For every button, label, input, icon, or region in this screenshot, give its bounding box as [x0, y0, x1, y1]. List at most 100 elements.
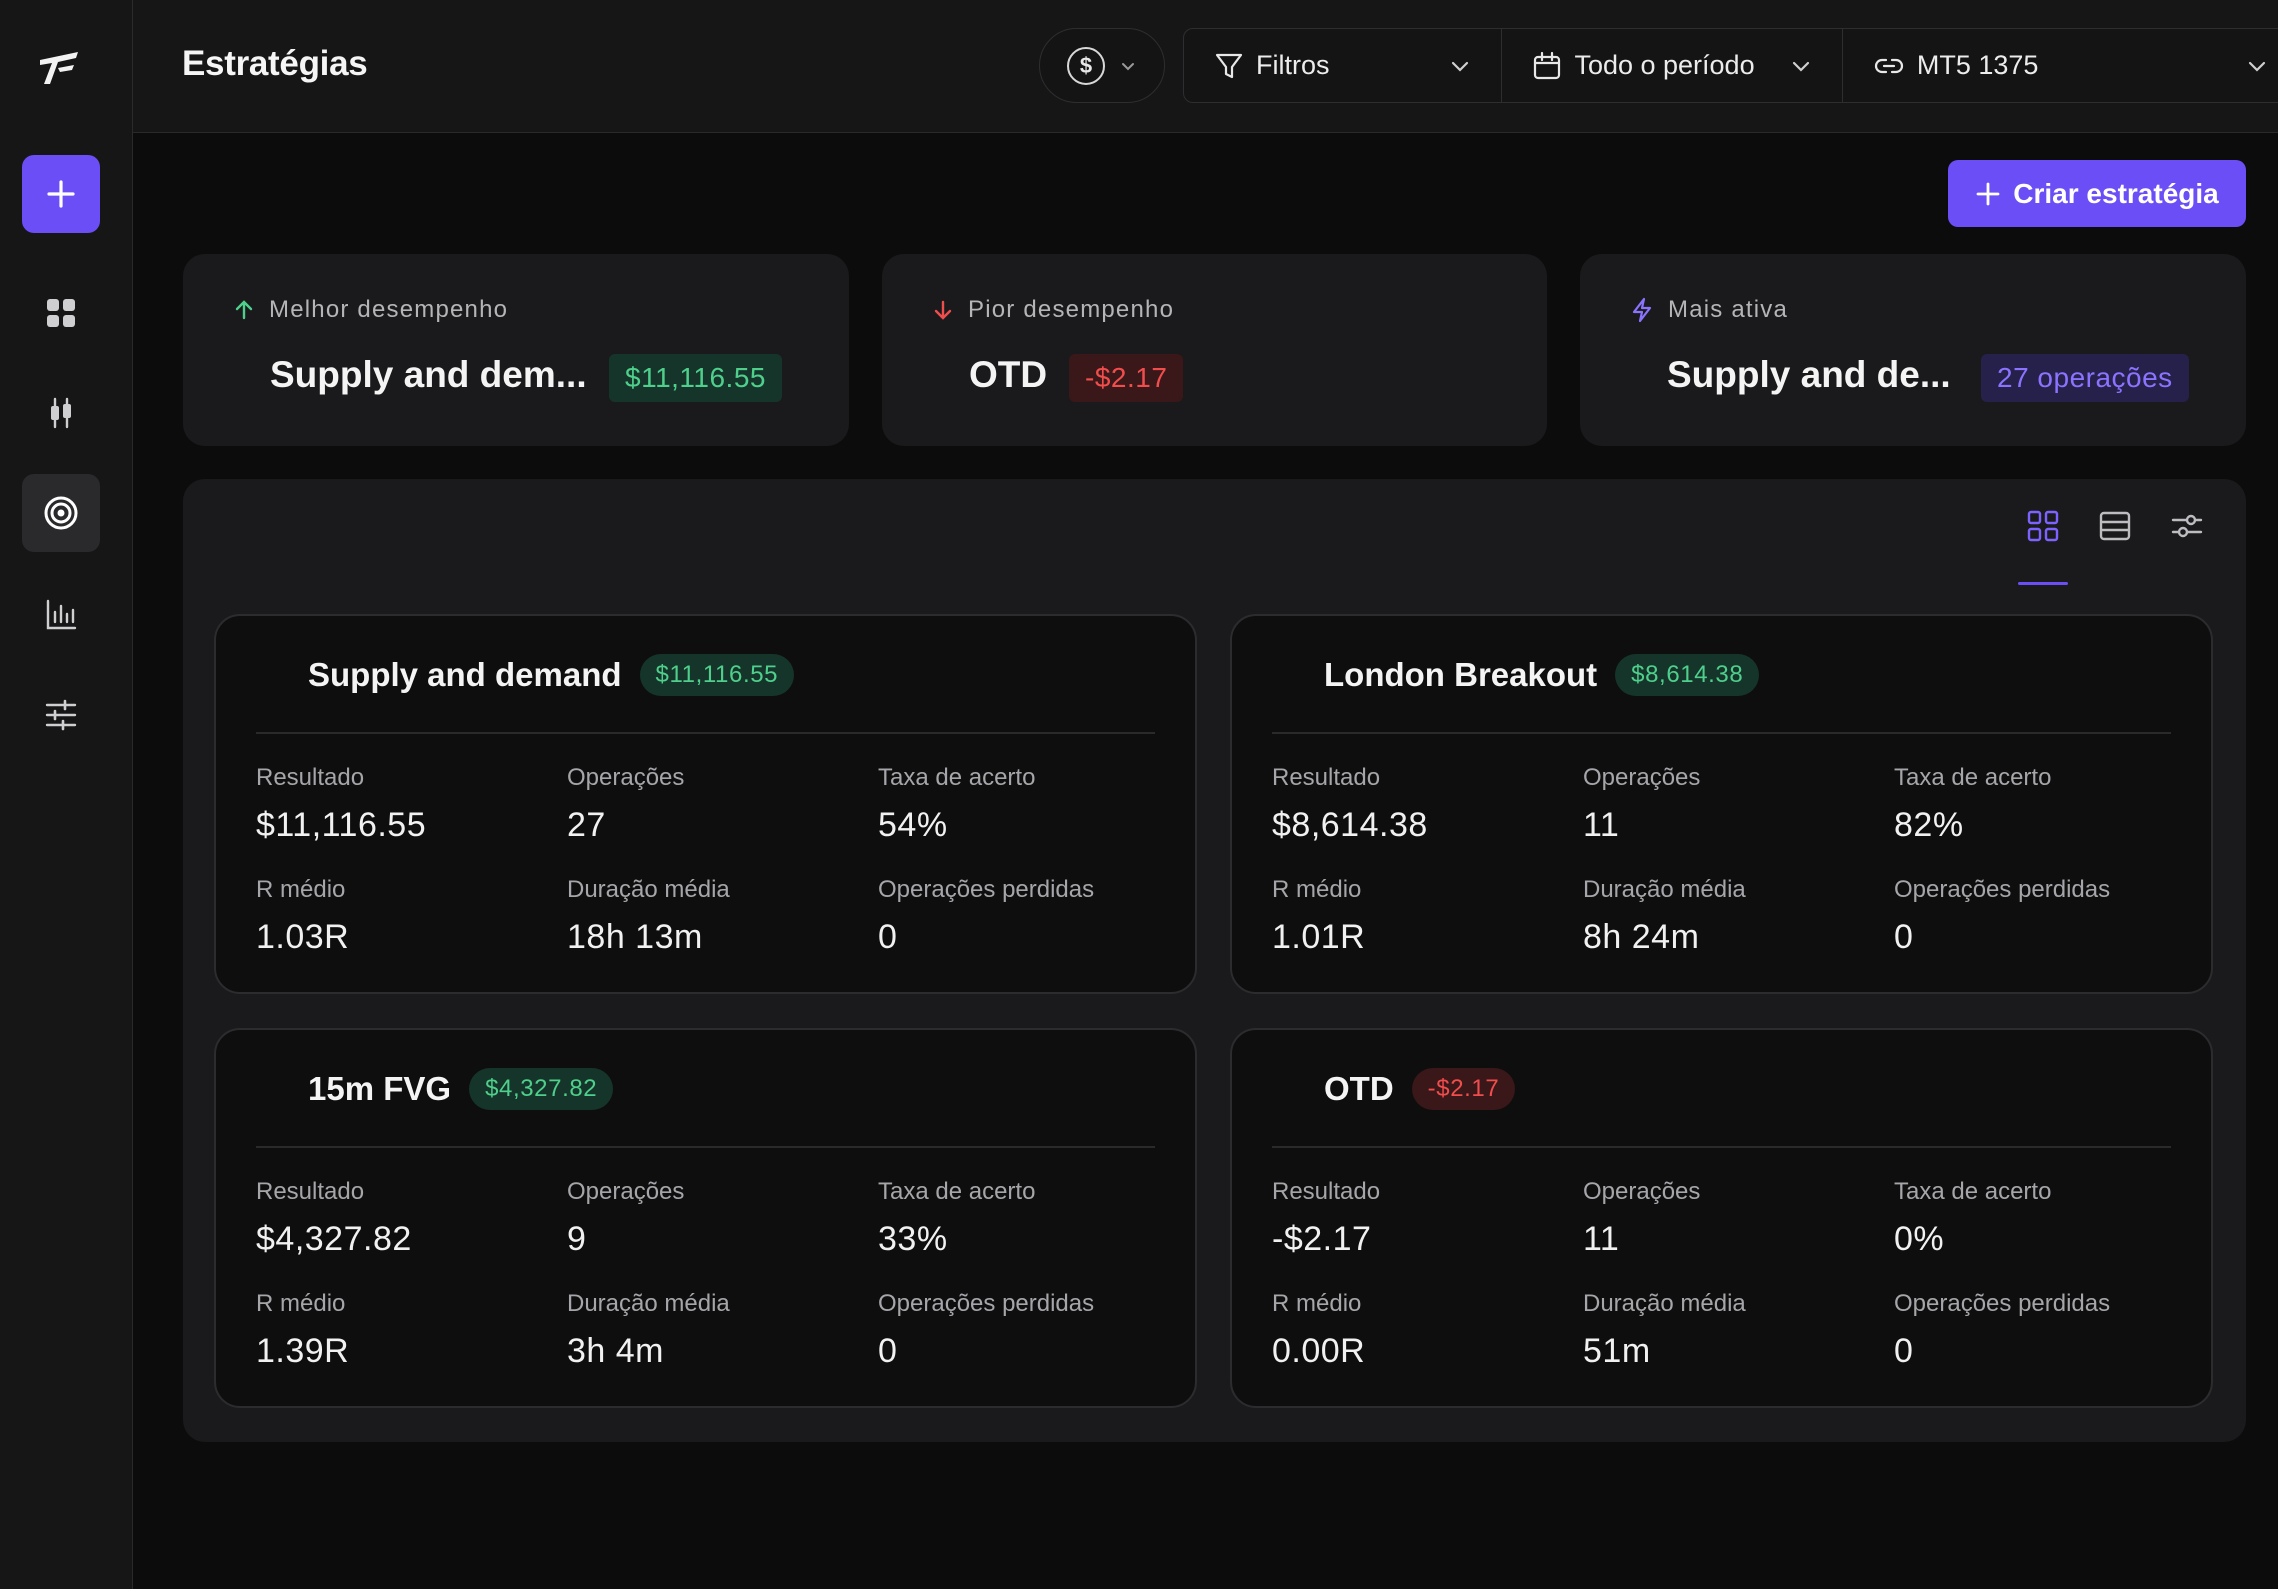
stat-lost-ops: Operações perdidas 0	[878, 876, 1094, 957]
summary-label-text: Pior desempenho	[968, 296, 1175, 323]
stat-operations: Operações 27	[567, 764, 684, 845]
stat-avg-r: R médio 1.01R	[1272, 876, 1365, 957]
stat-value: 11	[1583, 806, 1620, 844]
settings-sliders-icon	[2171, 514, 2203, 538]
period-label: Todo o período	[1574, 50, 1755, 80]
stat-operations: Operações 11	[1583, 764, 1700, 845]
stat-lost-ops: Operações perdidas 0	[878, 1290, 1094, 1371]
stat-label: Operações perdidas	[878, 1290, 1095, 1317]
most-active-card[interactable]: Mais ativa Supply and de... 27 operações	[1580, 254, 2246, 446]
stat-value: -$2.17	[1272, 1220, 1372, 1258]
divider	[1272, 732, 2171, 734]
grid-view-button[interactable]	[2018, 509, 2068, 585]
strategy-result-badge: $4,327.82	[469, 1068, 614, 1110]
summary-strategy-name: Supply and dem...	[270, 354, 587, 395]
target-icon	[44, 496, 78, 530]
stat-value: 9	[567, 1220, 587, 1258]
summary-strategy-name: Supply and de...	[1667, 354, 1951, 395]
stat-label: Duração média	[567, 1290, 730, 1317]
settings-view-button[interactable]	[2170, 509, 2204, 543]
stat-value: 0	[1894, 918, 1914, 956]
stat-value: 18h 13m	[567, 918, 703, 956]
stat-avg-r: R médio 1.03R	[256, 876, 349, 957]
calendar-icon	[1534, 51, 1561, 79]
period-dropdown[interactable]: Todo o período	[1502, 29, 1843, 102]
stat-value: 11	[1583, 1220, 1620, 1258]
create-strategy-label: Criar estratégia	[2013, 177, 2219, 209]
filters-dropdown[interactable]: Filtros	[1184, 29, 1503, 102]
sidebar-item-strategies[interactable]	[22, 474, 100, 552]
stat-label: Operações	[567, 1178, 685, 1205]
strategy-result-badge: -$2.17	[1411, 1068, 1516, 1110]
currency-selector[interactable]: $	[1039, 28, 1165, 103]
filters-label: Filtros	[1256, 50, 1330, 80]
stat-label: R médio	[1272, 1290, 1362, 1317]
stat-value: 27	[567, 806, 606, 844]
view-toggle	[2018, 509, 2204, 585]
strategy-card-header: OTD -$2.17	[1324, 1068, 1516, 1110]
stat-result: Resultado $11,116.55	[256, 764, 426, 845]
sidebar-item-reports[interactable]	[22, 576, 100, 654]
sidebar	[0, 0, 133, 1589]
stat-lost-ops: Operações perdidas 0	[1894, 876, 2110, 957]
worst-performance-card[interactable]: Pior desempenho OTD -$2.17	[882, 254, 1547, 446]
stat-hit-rate: Taxa de acerto 54%	[878, 764, 1035, 845]
bar-chart-icon	[46, 599, 77, 630]
summary-label: Mais ativa	[1630, 296, 1788, 324]
chevron-down-icon	[1452, 61, 1469, 72]
strategy-card[interactable]: Supply and demand $11,116.55 Resultado $1…	[214, 614, 1197, 994]
top-header: Estratégias $ Filtros Todo o período MT5…	[133, 0, 2278, 133]
stat-value: 1.01R	[1272, 918, 1366, 956]
summary-badge: $11,116.55	[609, 354, 782, 402]
strategy-result-badge: $11,116.55	[639, 654, 795, 696]
stat-label: Operações perdidas	[1894, 876, 2111, 903]
stat-lost-ops: Operações perdidas 0	[1894, 1290, 2110, 1371]
app-logo[interactable]	[36, 48, 96, 96]
stat-value: $8,614.38	[1272, 806, 1428, 844]
best-performance-card[interactable]: Melhor desempenho Supply and dem... $11,…	[183, 254, 849, 446]
strategy-card[interactable]: 15m FVG $4,327.82 Resultado $4,327.82 Ope…	[214, 1028, 1197, 1408]
strategy-card[interactable]: London Breakout $8,614.38 Resultado $8,61…	[1230, 614, 2213, 994]
link-icon	[1874, 58, 1903, 73]
stat-value: 54%	[878, 806, 948, 844]
arrow-up-icon	[235, 300, 253, 320]
dashboard-grid-icon	[47, 299, 75, 327]
summary-label: Melhor desempenho	[233, 296, 508, 324]
stat-value: 0	[878, 918, 898, 956]
arrow-down-icon	[934, 300, 952, 320]
stat-avg-duration: Duração média 8h 24m	[1583, 876, 1746, 957]
stat-avg-duration: Duração média 18h 13m	[567, 876, 730, 957]
strategy-name: Supply and demand	[308, 656, 622, 693]
stat-label: Operações perdidas	[878, 876, 1095, 903]
stat-label: Operações perdidas	[1894, 1290, 2111, 1317]
account-dropdown[interactable]: MT5 1375	[1843, 29, 2278, 102]
strategy-card-header: Supply and demand $11,116.55	[308, 654, 795, 696]
sidebar-add-button[interactable]	[22, 155, 100, 233]
strategy-card-header: London Breakout $8,614.38	[1324, 654, 1760, 696]
table-view-icon	[2099, 511, 2131, 541]
stat-value: 8h 24m	[1583, 918, 1700, 956]
sidebar-item-trades[interactable]	[22, 374, 100, 452]
account-label: MT5 1375	[1916, 50, 2039, 80]
stat-label: Taxa de acerto	[1894, 764, 2052, 791]
strategy-result-badge: $8,614.38	[1615, 654, 1760, 696]
strategy-card[interactable]: OTD -$2.17 Resultado -$2.17 Operações 11 T…	[1230, 1028, 2213, 1408]
stat-operations: Operações 9	[567, 1178, 684, 1259]
chevron-down-icon	[1122, 62, 1134, 70]
stat-result: Resultado -$2.17	[1272, 1178, 1380, 1259]
strategy-name: 15m FVG	[308, 1070, 452, 1107]
chevron-down-icon	[2248, 61, 2266, 72]
stat-value: 3h 4m	[567, 1332, 664, 1370]
stat-value: 82%	[1894, 806, 1964, 844]
table-view-button[interactable]	[2098, 509, 2132, 543]
sliders-icon	[45, 699, 77, 731]
plus-icon	[1976, 182, 2000, 205]
stat-value: $4,327.82	[256, 1220, 412, 1258]
stat-value: 1.39R	[256, 1332, 350, 1370]
stat-hit-rate: Taxa de acerto 82%	[1894, 764, 2051, 845]
stat-label: Resultado	[1272, 1178, 1381, 1205]
sidebar-item-dashboard[interactable]	[22, 274, 100, 352]
create-strategy-button[interactable]: Criar estratégia	[1948, 160, 2246, 227]
sidebar-item-settings[interactable]	[22, 676, 100, 754]
summary-strategy-name: OTD	[969, 354, 1048, 395]
